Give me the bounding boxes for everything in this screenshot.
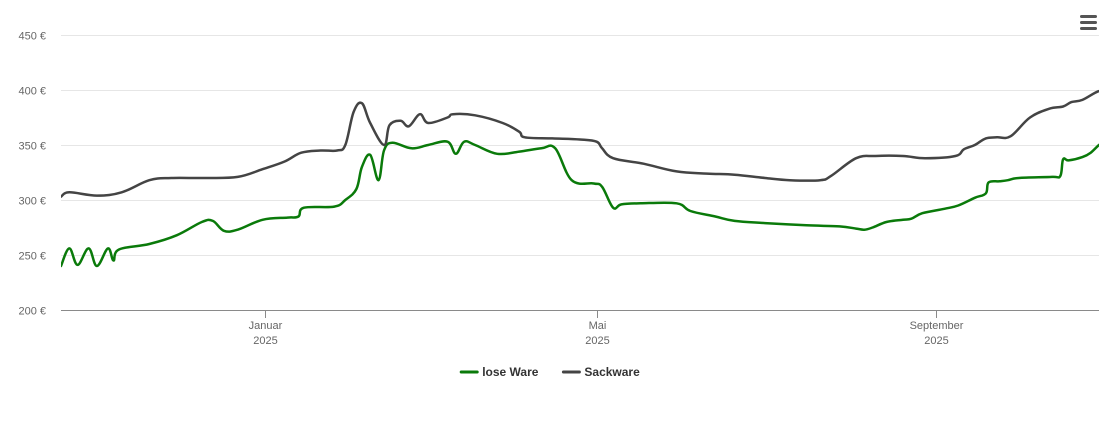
x-tick-label-month: Mai bbox=[589, 320, 607, 332]
x-tick-label-month: Januar bbox=[249, 320, 283, 332]
x-axis: Januar 2025 Mai 2025 September 2025 bbox=[61, 310, 1099, 347]
series-lines bbox=[61, 89, 1110, 268]
series-line-sackware[interactable] bbox=[61, 89, 1110, 198]
legend-item-sackware[interactable]: Sackware bbox=[561, 365, 640, 379]
x-tick-label-year: 2025 bbox=[253, 335, 277, 347]
y-tick-label: 300 € bbox=[18, 196, 46, 208]
x-tick-label-year: 2025 bbox=[924, 335, 948, 347]
y-tick-label: 400 € bbox=[18, 86, 46, 98]
y-axis: 200 € 250 € 300 € 350 € 400 € 450 € bbox=[18, 31, 46, 318]
legend[interactable]: lose Ware Sackware bbox=[459, 365, 640, 379]
y-tick-label: 350 € bbox=[18, 141, 46, 153]
y-tick-label: 200 € bbox=[18, 306, 46, 318]
x-tick-label-month: September bbox=[910, 320, 964, 332]
hamburger-menu-icon[interactable] bbox=[1076, 12, 1100, 34]
y-tick-label: 250 € bbox=[18, 251, 46, 263]
x-tick-label-year: 2025 bbox=[585, 335, 609, 347]
legend-label: lose Ware bbox=[482, 365, 539, 379]
y-tick-label: 450 € bbox=[18, 31, 46, 43]
legend-item-lose-ware[interactable]: lose Ware bbox=[459, 365, 539, 379]
series-line-lose-ware[interactable] bbox=[61, 139, 1110, 268]
grid bbox=[61, 35, 1099, 256]
legend-label: Sackware bbox=[584, 365, 640, 379]
